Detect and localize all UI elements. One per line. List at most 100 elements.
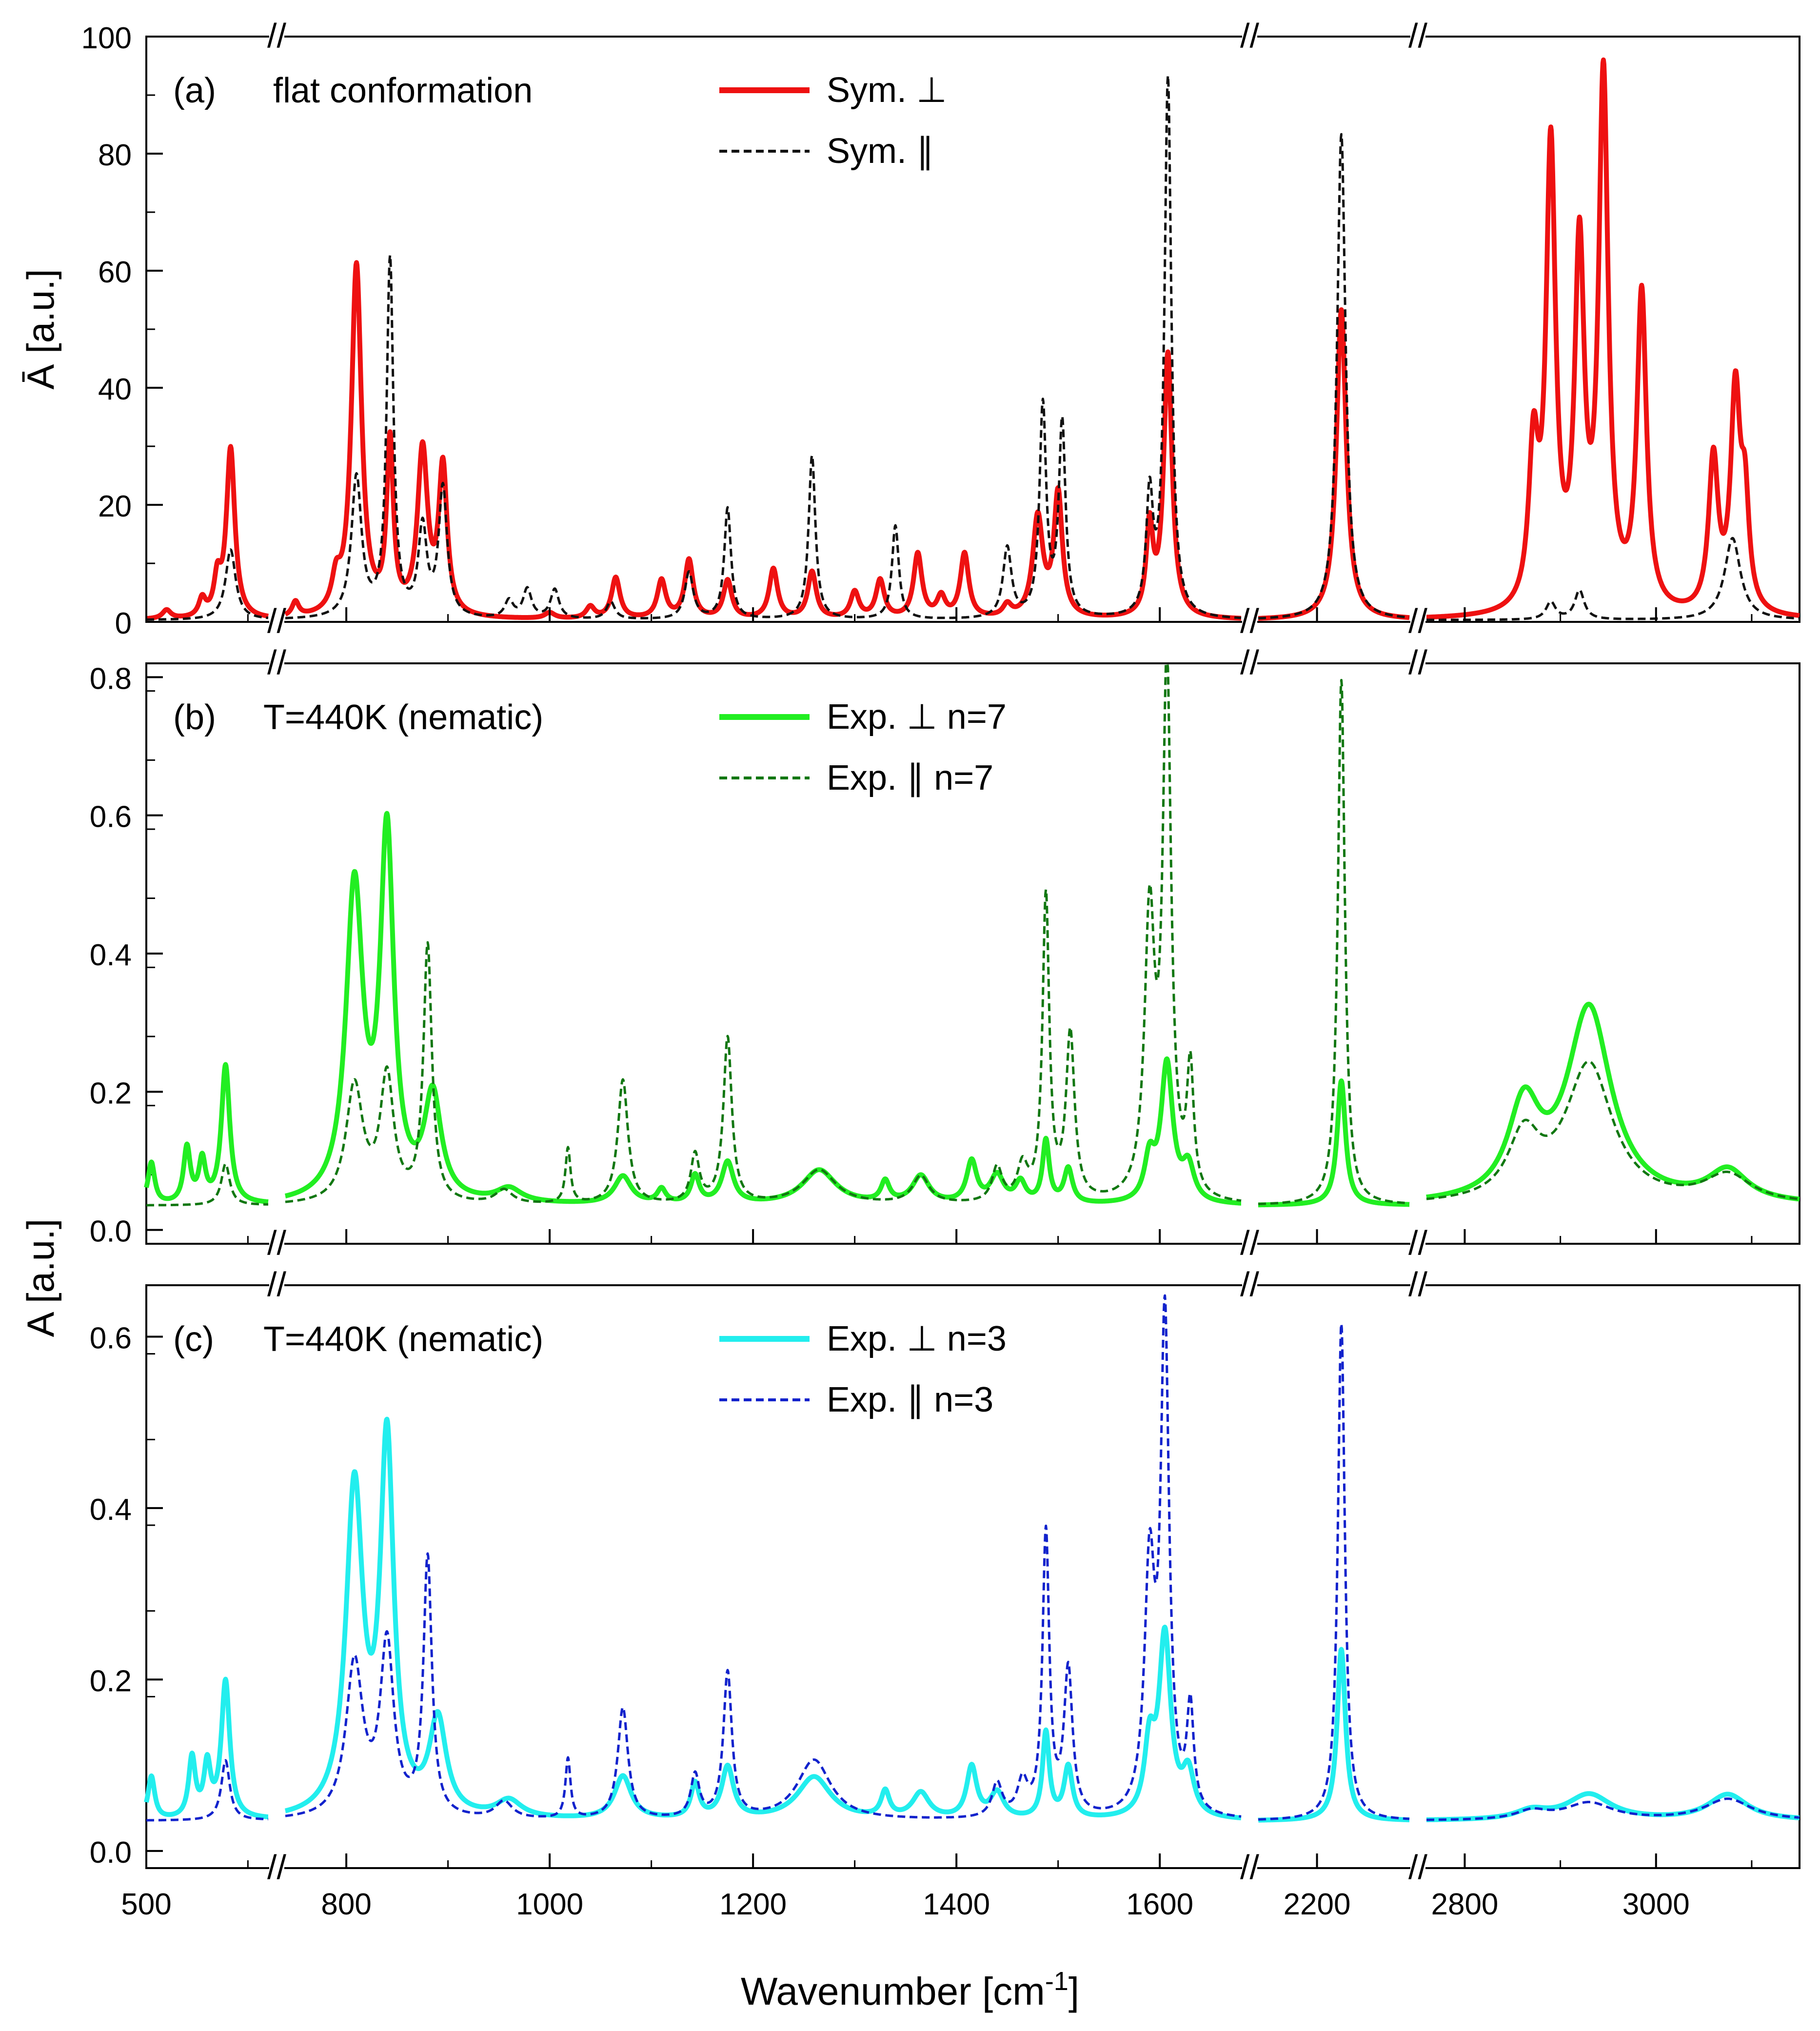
axis-break-gap xyxy=(269,1283,284,1288)
legend-label: Exp. ⊥ n=3 xyxy=(827,1319,1007,1358)
axis-break-gap xyxy=(1410,619,1425,624)
series-line-perp xyxy=(144,444,270,621)
series-line-par xyxy=(1425,1797,1800,1821)
legend-label: Exp. ⊥ n=7 xyxy=(827,697,1007,737)
axis-break-marker: // xyxy=(1408,602,1427,640)
x-axis-label: Wavenumber [cm-1] xyxy=(741,1967,1079,2013)
axis-break-gap xyxy=(1242,619,1257,624)
panel-label: (c) xyxy=(173,1320,214,1359)
series-line-par xyxy=(1257,133,1410,620)
series-line-perp xyxy=(1256,1078,1412,1208)
axis-break-marker: // xyxy=(1408,643,1427,681)
series-line-par xyxy=(1425,1060,1800,1200)
y-tick-label: 0.4 xyxy=(90,938,132,972)
series-line-perp xyxy=(1256,1647,1412,1823)
x-tick-label: 1600 xyxy=(1126,1888,1193,1921)
plot-frame xyxy=(145,1284,1800,1869)
axis-break-gap xyxy=(1242,34,1257,39)
panel-label: (a) xyxy=(173,71,216,110)
y-tick-label: 0.0 xyxy=(90,1215,132,1249)
x-tick-label: 2200 xyxy=(1284,1888,1351,1921)
axis-break-gap xyxy=(1410,661,1425,666)
axis-break-gap xyxy=(1410,34,1425,39)
series-line-par xyxy=(145,1759,269,1822)
axis-break-gap xyxy=(269,619,284,624)
x-tick-label: 800 xyxy=(321,1888,371,1921)
legend-label: Exp. ∥ n=3 xyxy=(827,1380,993,1419)
series-line-perp xyxy=(283,260,1243,621)
y-tick-label: 0.2 xyxy=(90,1664,132,1698)
axis-break-gap xyxy=(269,34,284,39)
series-line-par xyxy=(284,74,1242,619)
series-line-par xyxy=(1257,1322,1410,1821)
y-tick-label: 0.4 xyxy=(90,1493,132,1527)
x-tick-label: 500 xyxy=(121,1888,171,1921)
axis-break-gap xyxy=(269,1866,284,1871)
series-line-par xyxy=(145,548,269,621)
axis-break-marker: // xyxy=(1408,1224,1427,1262)
y-tick-label: 0.6 xyxy=(90,1321,132,1355)
axis-break-marker: // xyxy=(267,17,286,55)
axis-break-marker: // xyxy=(267,602,286,640)
series-line-perp xyxy=(144,1676,270,1819)
legend-label: Sym. ⊥ xyxy=(827,71,947,110)
axis-break-marker: // xyxy=(267,1265,286,1303)
panel-2: 0.0 0.2 0.4 0.6 0.8 Exp. ⊥ n=7 Exp. ∥ n=7 (b) T=… xyxy=(90,643,1801,1262)
x-tick-label: 1000 xyxy=(516,1888,583,1921)
panel-title: T=440K (nematic) xyxy=(263,1320,543,1359)
axis-break-gap xyxy=(269,1241,284,1246)
series-line-perp xyxy=(283,811,1243,1206)
y-tick-label: 80 xyxy=(98,139,132,172)
axis-break-marker: // xyxy=(1240,17,1259,55)
x-axis-label-main: Wavenumber [cm xyxy=(741,1970,1045,2013)
y-tick-label: 0 xyxy=(115,607,132,640)
panel-title: T=440K (nematic) xyxy=(263,698,543,737)
axis-break-marker: // xyxy=(1408,17,1427,55)
y-tick-label: 0.2 xyxy=(90,1076,132,1110)
axis-break-gap xyxy=(1242,1241,1257,1246)
axis-break-marker: // xyxy=(1240,1848,1259,1886)
axis-break-gap xyxy=(269,661,284,666)
axis-break-marker: // xyxy=(267,643,286,681)
axis-break-gap xyxy=(1410,1283,1425,1288)
series-line-perp xyxy=(1424,1001,1801,1202)
panels: 0 20 40 60 80 100 Sym. ⊥ Sym. ∥ (a) flat conforma… xyxy=(19,17,1801,1921)
axis-break-marker: // xyxy=(1240,1265,1259,1303)
x-tick-label: 1400 xyxy=(923,1888,990,1921)
axis-break-gap xyxy=(1410,1241,1425,1246)
y-axis-label: A [a.u.] xyxy=(19,1219,62,1337)
axis-break-marker: // xyxy=(267,1848,286,1886)
axis-break-gap xyxy=(1410,1866,1425,1871)
axis-break-marker: // xyxy=(267,1224,286,1262)
axis-break-marker: // xyxy=(1408,1848,1427,1886)
y-axis-label: Ā [a.u.] xyxy=(19,269,62,389)
legend-label: Sym. ∥ xyxy=(827,132,934,171)
y-tick-label: 40 xyxy=(98,373,132,406)
legend-label: Exp. ∥ n=7 xyxy=(827,758,993,797)
series-line-par xyxy=(284,662,1242,1203)
series-line-par xyxy=(145,1162,269,1207)
panel-1: 0 20 40 60 80 100 Sym. ⊥ Sym. ∥ (a) flat conforma… xyxy=(19,17,1801,640)
series-line-par xyxy=(284,1294,1242,1819)
x-tick-label: 1200 xyxy=(719,1888,787,1921)
panel-3: 0.0 0.2 0.4 0.6 Exp. ⊥ n=3 Exp. ∥ n=3 (c) T=440… xyxy=(19,1219,1801,1886)
series-line-perp xyxy=(1424,1791,1801,1822)
y-tick-label: 100 xyxy=(81,21,132,55)
series-line-par xyxy=(1257,678,1410,1205)
x-tick-label: 3000 xyxy=(1622,1888,1690,1921)
y-tick-label: 0.6 xyxy=(90,800,132,834)
axis-break-marker: // xyxy=(1408,1265,1427,1303)
series-line-par xyxy=(1425,537,1800,621)
axis-break-marker: // xyxy=(1240,1224,1259,1262)
axis-break-marker: // xyxy=(1240,643,1259,681)
y-tick-label: 60 xyxy=(98,256,132,289)
x-axis-label-superscript: -1 xyxy=(1045,1967,1068,1996)
axis-break-gap xyxy=(1242,1866,1257,1871)
series-line-perp xyxy=(283,1416,1243,1821)
series-line-perp xyxy=(144,1062,270,1204)
y-tick-label: 0.0 xyxy=(90,1836,132,1870)
axis-break-gap xyxy=(1242,661,1257,666)
axis-break-marker: // xyxy=(1240,602,1259,640)
axis-break-gap xyxy=(1242,1283,1257,1288)
